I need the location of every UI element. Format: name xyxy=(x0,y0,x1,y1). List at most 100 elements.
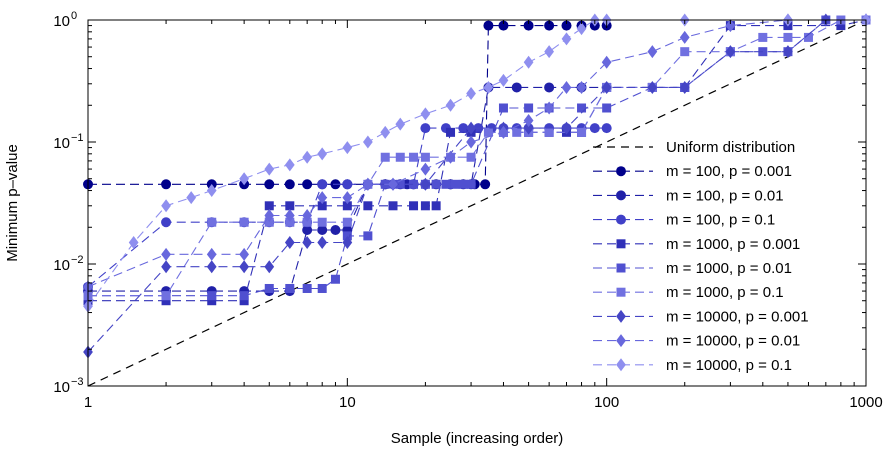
data-point xyxy=(342,141,353,155)
data-point xyxy=(431,179,441,189)
data-point xyxy=(161,179,172,190)
y-tick-label: 10 xyxy=(53,13,70,30)
data-point xyxy=(363,231,373,241)
data-point xyxy=(264,162,275,176)
legend-label: m = 1000, p = 0.001 xyxy=(666,236,800,253)
data-point xyxy=(576,80,587,94)
data-point xyxy=(498,103,508,113)
data-point xyxy=(602,103,612,113)
data-point xyxy=(186,191,197,205)
data-point xyxy=(264,179,275,190)
data-point xyxy=(420,123,431,134)
plot-area xyxy=(87,19,867,387)
y-tick-exponent: −3 xyxy=(71,376,84,388)
data-point xyxy=(725,45,736,59)
data-point xyxy=(395,152,405,162)
data-point xyxy=(395,117,406,131)
data-point xyxy=(420,177,431,191)
data-point xyxy=(239,247,250,261)
legend-marker xyxy=(616,214,626,225)
legend-item-uniform: Uniform distribution xyxy=(593,139,795,156)
y-axis-label: Minimum p–value xyxy=(4,144,21,262)
legend-label: m = 1000, p = 0.01 xyxy=(666,260,792,277)
series-line xyxy=(87,19,866,307)
data-point xyxy=(302,179,313,190)
legend-label: m = 10000, p = 0.01 xyxy=(666,333,800,350)
data-point xyxy=(498,125,509,139)
data-point xyxy=(544,127,554,137)
data-point xyxy=(380,152,390,162)
data-point xyxy=(450,179,460,189)
data-point xyxy=(544,20,555,31)
legend-marker xyxy=(616,309,626,323)
data-point xyxy=(302,224,313,235)
series-line xyxy=(88,19,867,302)
data-point xyxy=(285,283,295,293)
x-axis-label: Sample (increasing order) xyxy=(391,430,564,447)
data-point xyxy=(128,236,139,250)
data-point xyxy=(239,172,250,186)
data-point xyxy=(725,19,736,33)
data-point xyxy=(420,162,431,176)
data-point xyxy=(207,217,217,227)
data-point xyxy=(758,32,768,42)
series-line xyxy=(88,19,866,297)
y-tick-exponent: 0 xyxy=(71,10,77,22)
data-point xyxy=(317,217,327,227)
data-point xyxy=(836,21,846,31)
data-point xyxy=(284,208,295,222)
data-point xyxy=(679,30,690,44)
data-point xyxy=(601,55,612,69)
data-point xyxy=(466,152,476,162)
data-point xyxy=(264,217,274,227)
data-point xyxy=(302,217,312,227)
legend-item-5: m = 1000, p = 0.01 xyxy=(593,260,792,277)
data-point xyxy=(466,121,476,135)
data-point xyxy=(284,158,295,172)
legend-marker xyxy=(616,239,626,249)
data-point xyxy=(445,150,456,164)
data-point xyxy=(342,191,353,205)
data-point xyxy=(783,32,793,42)
data-point xyxy=(409,201,419,211)
data-point xyxy=(523,121,534,135)
data-point xyxy=(264,208,275,222)
data-point xyxy=(561,80,572,94)
data-point xyxy=(302,208,313,222)
data-point xyxy=(388,201,398,211)
data-point xyxy=(206,247,217,261)
data-point xyxy=(317,179,328,190)
series-9 xyxy=(83,13,871,313)
data-point xyxy=(680,47,690,57)
data-point xyxy=(511,82,522,93)
data-point xyxy=(161,247,171,261)
data-point xyxy=(207,291,217,301)
data-point xyxy=(239,296,249,306)
data-point xyxy=(284,236,295,250)
legend-marker xyxy=(616,263,626,273)
legend-marker xyxy=(616,334,626,348)
data-point xyxy=(445,98,456,112)
legend-marker xyxy=(616,358,626,372)
data-point xyxy=(317,224,328,235)
series-line xyxy=(88,25,607,185)
data-point xyxy=(161,217,172,228)
data-point xyxy=(561,121,572,135)
data-point xyxy=(317,236,328,250)
data-point xyxy=(544,101,555,115)
legend-label: m = 100, p = 0.01 xyxy=(666,187,784,204)
data-point xyxy=(420,152,430,162)
data-point xyxy=(466,135,476,149)
data-point xyxy=(647,80,658,94)
legend-label: m = 1000, p = 0.1 xyxy=(666,284,784,301)
data-point xyxy=(342,179,353,190)
data-point xyxy=(317,283,327,293)
data-point xyxy=(317,191,328,205)
data-point xyxy=(420,107,431,121)
series-line xyxy=(88,19,866,297)
legend-item-6: m = 1000, p = 0.1 xyxy=(593,284,784,301)
y-tick-exponent: −1 xyxy=(71,132,84,144)
data-point xyxy=(342,231,352,241)
data-point xyxy=(431,201,441,211)
